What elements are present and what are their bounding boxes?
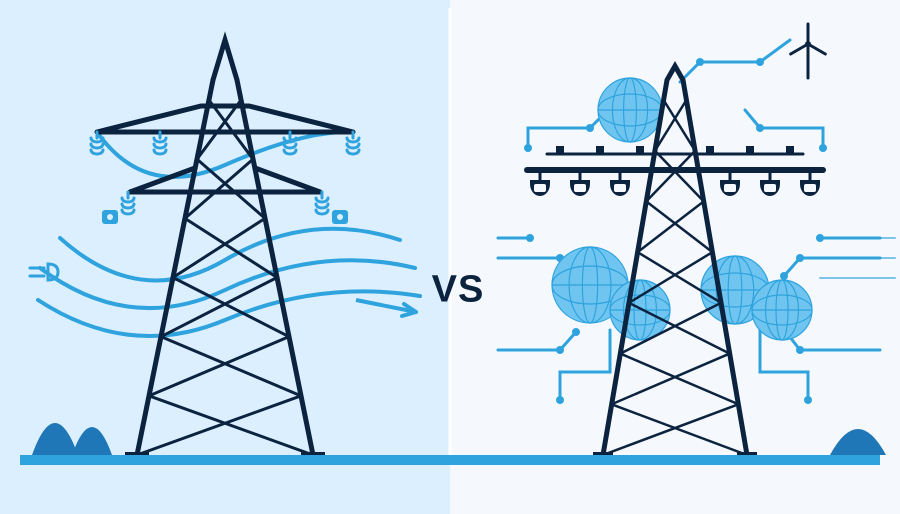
network-node-icon bbox=[572, 328, 580, 336]
hill-icon bbox=[830, 429, 886, 455]
tower-lattice bbox=[173, 218, 277, 277]
network-node-icon bbox=[756, 124, 764, 132]
sensor-lens-icon bbox=[534, 184, 546, 192]
power-wire bbox=[60, 229, 400, 281]
smart-tower-lattice bbox=[612, 354, 739, 405]
insulator-icon bbox=[316, 192, 328, 214]
hill-icon bbox=[72, 427, 112, 455]
network-node-icon bbox=[526, 234, 534, 242]
vs-label: VS bbox=[432, 269, 485, 312]
tower-crossarm-lower bbox=[130, 168, 320, 192]
ground bbox=[20, 455, 880, 465]
sensor-lens-icon bbox=[724, 184, 736, 192]
wind-turbine-blade bbox=[791, 44, 808, 54]
cap-icon bbox=[596, 146, 604, 154]
transformer-hub-icon bbox=[337, 214, 343, 220]
cap-icon bbox=[636, 146, 644, 154]
tower-peak bbox=[213, 40, 237, 80]
insulator-icon bbox=[154, 132, 166, 154]
cap-icon bbox=[746, 146, 754, 154]
tower-lattice bbox=[137, 396, 313, 455]
network-node-icon bbox=[696, 58, 704, 66]
network-node-icon bbox=[586, 124, 594, 132]
sensor-lens-icon bbox=[574, 184, 586, 192]
wind-turbine-hub-icon bbox=[805, 41, 811, 47]
transformer-hub-icon bbox=[107, 214, 113, 220]
ground-bar bbox=[20, 455, 880, 465]
network-link bbox=[498, 332, 576, 350]
network-node-icon bbox=[780, 272, 788, 280]
left-traditional-grid bbox=[30, 40, 420, 455]
network-node-icon bbox=[804, 396, 812, 404]
network-node-icon bbox=[819, 144, 827, 152]
tower-lattice bbox=[149, 337, 301, 396]
network-node-icon bbox=[756, 58, 764, 66]
cap-icon bbox=[706, 146, 714, 154]
sensor-lens-icon bbox=[764, 184, 776, 192]
smart-tower-lattice bbox=[603, 404, 747, 455]
power-wire bbox=[97, 132, 353, 177]
sensor-lens-icon bbox=[614, 184, 626, 192]
network-node-icon bbox=[796, 346, 804, 354]
tower-crossarm-upper bbox=[97, 106, 353, 132]
network-node-icon bbox=[556, 346, 564, 354]
network-node-icon bbox=[524, 144, 532, 152]
right-smart-grid bbox=[498, 24, 895, 455]
comparison-infographic: VS bbox=[0, 0, 900, 514]
smart-tower-lattice bbox=[638, 201, 713, 252]
scene-svg bbox=[0, 0, 900, 514]
sensor-lens-icon bbox=[804, 184, 816, 192]
insulator-icon bbox=[122, 192, 134, 214]
cap-icon bbox=[786, 146, 794, 154]
network-node-icon bbox=[796, 254, 804, 262]
cap-icon bbox=[556, 146, 564, 154]
network-node-icon bbox=[556, 396, 564, 404]
wind-turbine-blade bbox=[808, 44, 825, 54]
hill-icon bbox=[32, 423, 78, 455]
insulator-icon bbox=[347, 132, 359, 154]
